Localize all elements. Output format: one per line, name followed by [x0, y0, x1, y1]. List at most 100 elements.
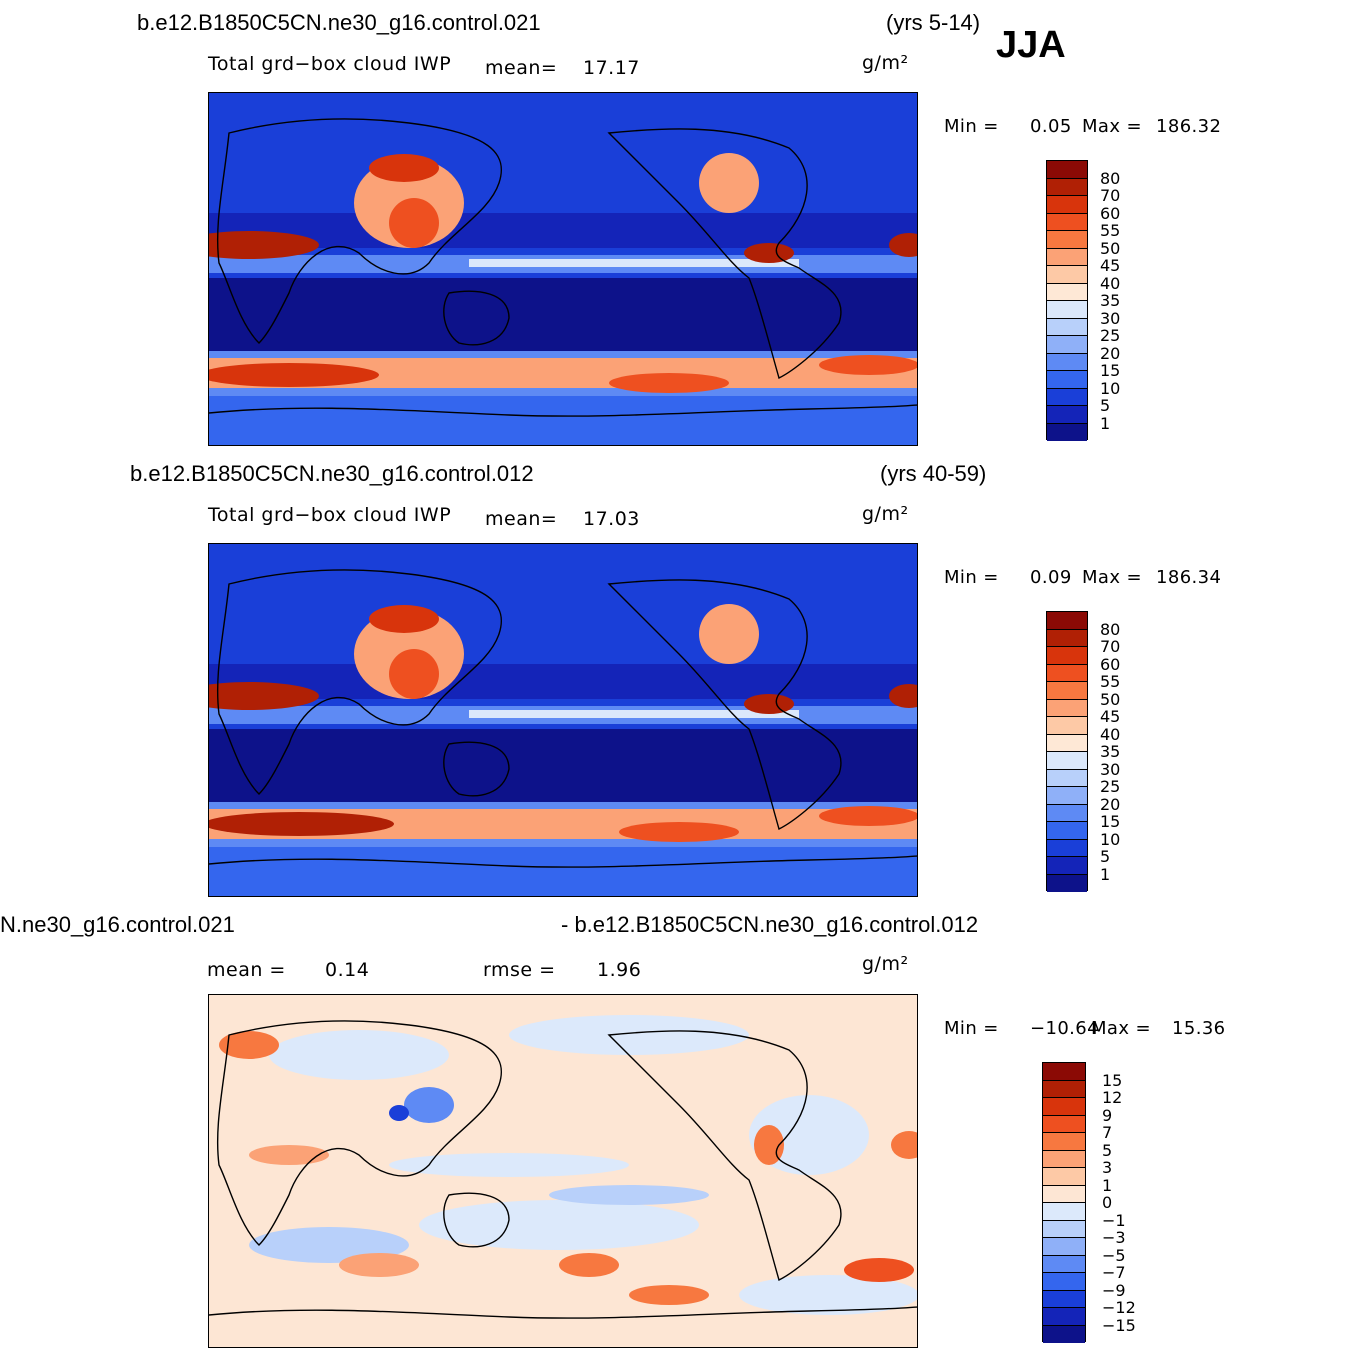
colorbar-swatch [1047, 283, 1087, 301]
colorbar-swatch [1047, 699, 1087, 717]
colorbar-tick-label: 60 [1100, 654, 1121, 674]
colorbar-swatch [1047, 231, 1087, 249]
colorbar-tick-label: 30 [1100, 759, 1121, 779]
colorbar-tick-label: 80 [1100, 619, 1121, 639]
colorbar-swatch [1047, 752, 1087, 770]
colorbar-tick-label: 40 [1100, 273, 1121, 293]
panel1-colorbar [1046, 160, 1088, 441]
panel3-case-left: N.ne30_g16.control.021 [0, 912, 235, 937]
panel3-mean-value: 0.14 [325, 959, 370, 981]
colorbar-tick-label: 1 [1100, 864, 1111, 884]
colorbar-swatch [1043, 1273, 1085, 1291]
colorbar-swatch [1047, 406, 1087, 424]
colorbar-swatch [1047, 336, 1087, 354]
colorbar-tick-label: 45 [1100, 707, 1121, 726]
colorbar-tick-label: 50 [1100, 238, 1121, 258]
colorbar-tick-label: 5 [1100, 396, 1111, 415]
colorbar-swatch [1047, 161, 1087, 179]
colorbar-swatch [1047, 196, 1087, 214]
colorbar-swatch [1047, 682, 1087, 700]
colorbar-tick-label: 40 [1100, 724, 1121, 744]
panel1-variable: Total grd−box cloud IWP [208, 53, 452, 75]
colorbar-tick-label: 9 [1102, 1105, 1113, 1125]
colorbar-swatch [1043, 1063, 1085, 1081]
panel1-mean-value: 17.17 [583, 57, 640, 79]
colorbar-swatch [1043, 1185, 1085, 1203]
panel3-rmse-label: rmse = [483, 959, 556, 981]
colorbar-swatch [1047, 839, 1087, 857]
panel1-case-name: b.e12.B1850C5CN.ne30_g16.control.021 [137, 10, 541, 35]
panel3-min-value: −10.64 [1030, 1018, 1100, 1039]
colorbar-swatch [1047, 213, 1087, 231]
colorbar-tick-label: 25 [1100, 777, 1121, 796]
colorbar-swatch [1047, 664, 1087, 682]
panel2-map-field [209, 544, 917, 896]
colorbar-swatch [1047, 769, 1087, 787]
panel1-max-label: Max = [1082, 116, 1143, 137]
colorbar-swatch [1043, 1150, 1085, 1168]
panel2-mean-label: mean= [485, 508, 558, 530]
colorbar-swatch [1047, 787, 1087, 805]
panel3-min-label: Min = [944, 1018, 999, 1039]
colorbar-swatch [1043, 1325, 1085, 1343]
panel1-years: (yrs 5-14) [886, 10, 981, 35]
colorbar-tick-label: −1 [1102, 1210, 1126, 1230]
colorbar-tick-label: 20 [1100, 343, 1121, 363]
colorbar-swatch [1043, 1220, 1085, 1238]
colorbar-swatch [1047, 822, 1087, 840]
colorbar-tick-label: 3 [1102, 1158, 1113, 1177]
panel2-units: g/m² [862, 503, 909, 525]
colorbar-swatch [1043, 1255, 1085, 1273]
panel3-units: g/m² [862, 953, 909, 975]
colorbar-tick-label: 5 [1102, 1140, 1113, 1160]
panel1-mean-label: mean= [485, 57, 558, 79]
colorbar-swatch [1043, 1168, 1085, 1186]
panel2-max-value: 186.34 [1156, 567, 1222, 588]
panel1-min-label: Min = [944, 116, 999, 137]
colorbar-tick-label: 80 [1100, 168, 1121, 188]
panel3-max-label: Max = [1091, 1018, 1152, 1039]
colorbar-swatch [1047, 647, 1087, 665]
colorbar-tick-label: 10 [1100, 829, 1121, 849]
panel2-case-name: b.e12.B1850C5CN.ne30_g16.control.012 [130, 461, 534, 486]
colorbar-swatch [1043, 1203, 1085, 1221]
panel2-years: (yrs 40-59) [880, 461, 987, 486]
panel2-min-label: Min = [944, 567, 999, 588]
panel1-units: g/m² [862, 52, 909, 74]
colorbar-tick-label: 45 [1100, 256, 1121, 275]
panel2-colorbar [1046, 611, 1088, 892]
panel3-map [208, 994, 918, 1348]
colorbar-swatch [1047, 423, 1087, 441]
colorbar-tick-label: 70 [1100, 637, 1121, 656]
colorbar-tick-label: 1 [1100, 413, 1111, 433]
colorbar-tick-label: 55 [1100, 221, 1121, 240]
colorbar-tick-label: 7 [1102, 1123, 1113, 1142]
panel2-mean-value: 17.03 [583, 508, 640, 530]
colorbar-tick-label: 30 [1100, 308, 1121, 328]
colorbar-tick-label: 50 [1100, 689, 1121, 709]
panel2-max-label: Max = [1082, 567, 1143, 588]
colorbar-swatch [1047, 266, 1087, 284]
colorbar-swatch [1043, 1238, 1085, 1256]
colorbar-tick-label: 0 [1102, 1193, 1113, 1212]
panel3-mean-label: mean = [207, 959, 286, 981]
panel3-colorbar [1042, 1062, 1086, 1343]
panel1-max-value: 186.32 [1156, 116, 1222, 137]
colorbar-swatch [1047, 804, 1087, 822]
panel2-min-value: 0.09 [1030, 567, 1072, 588]
colorbar-tick-label: 10 [1100, 378, 1121, 398]
colorbar-tick-label: 1 [1102, 1175, 1113, 1195]
colorbar-tick-label: 25 [1100, 326, 1121, 345]
colorbar-swatch [1047, 629, 1087, 647]
colorbar-tick-label: −3 [1102, 1228, 1126, 1247]
colorbar-swatch [1047, 353, 1087, 371]
colorbar-tick-label: −15 [1102, 1315, 1136, 1335]
colorbar-swatch [1047, 371, 1087, 389]
colorbar-tick-label: −9 [1102, 1280, 1126, 1300]
panel2-map [208, 543, 918, 897]
colorbar-tick-label: −12 [1102, 1298, 1136, 1317]
colorbar-tick-label: 15 [1102, 1070, 1123, 1090]
colorbar-swatch [1047, 717, 1087, 735]
colorbar-swatch [1043, 1133, 1085, 1151]
colorbar-swatch [1047, 612, 1087, 630]
